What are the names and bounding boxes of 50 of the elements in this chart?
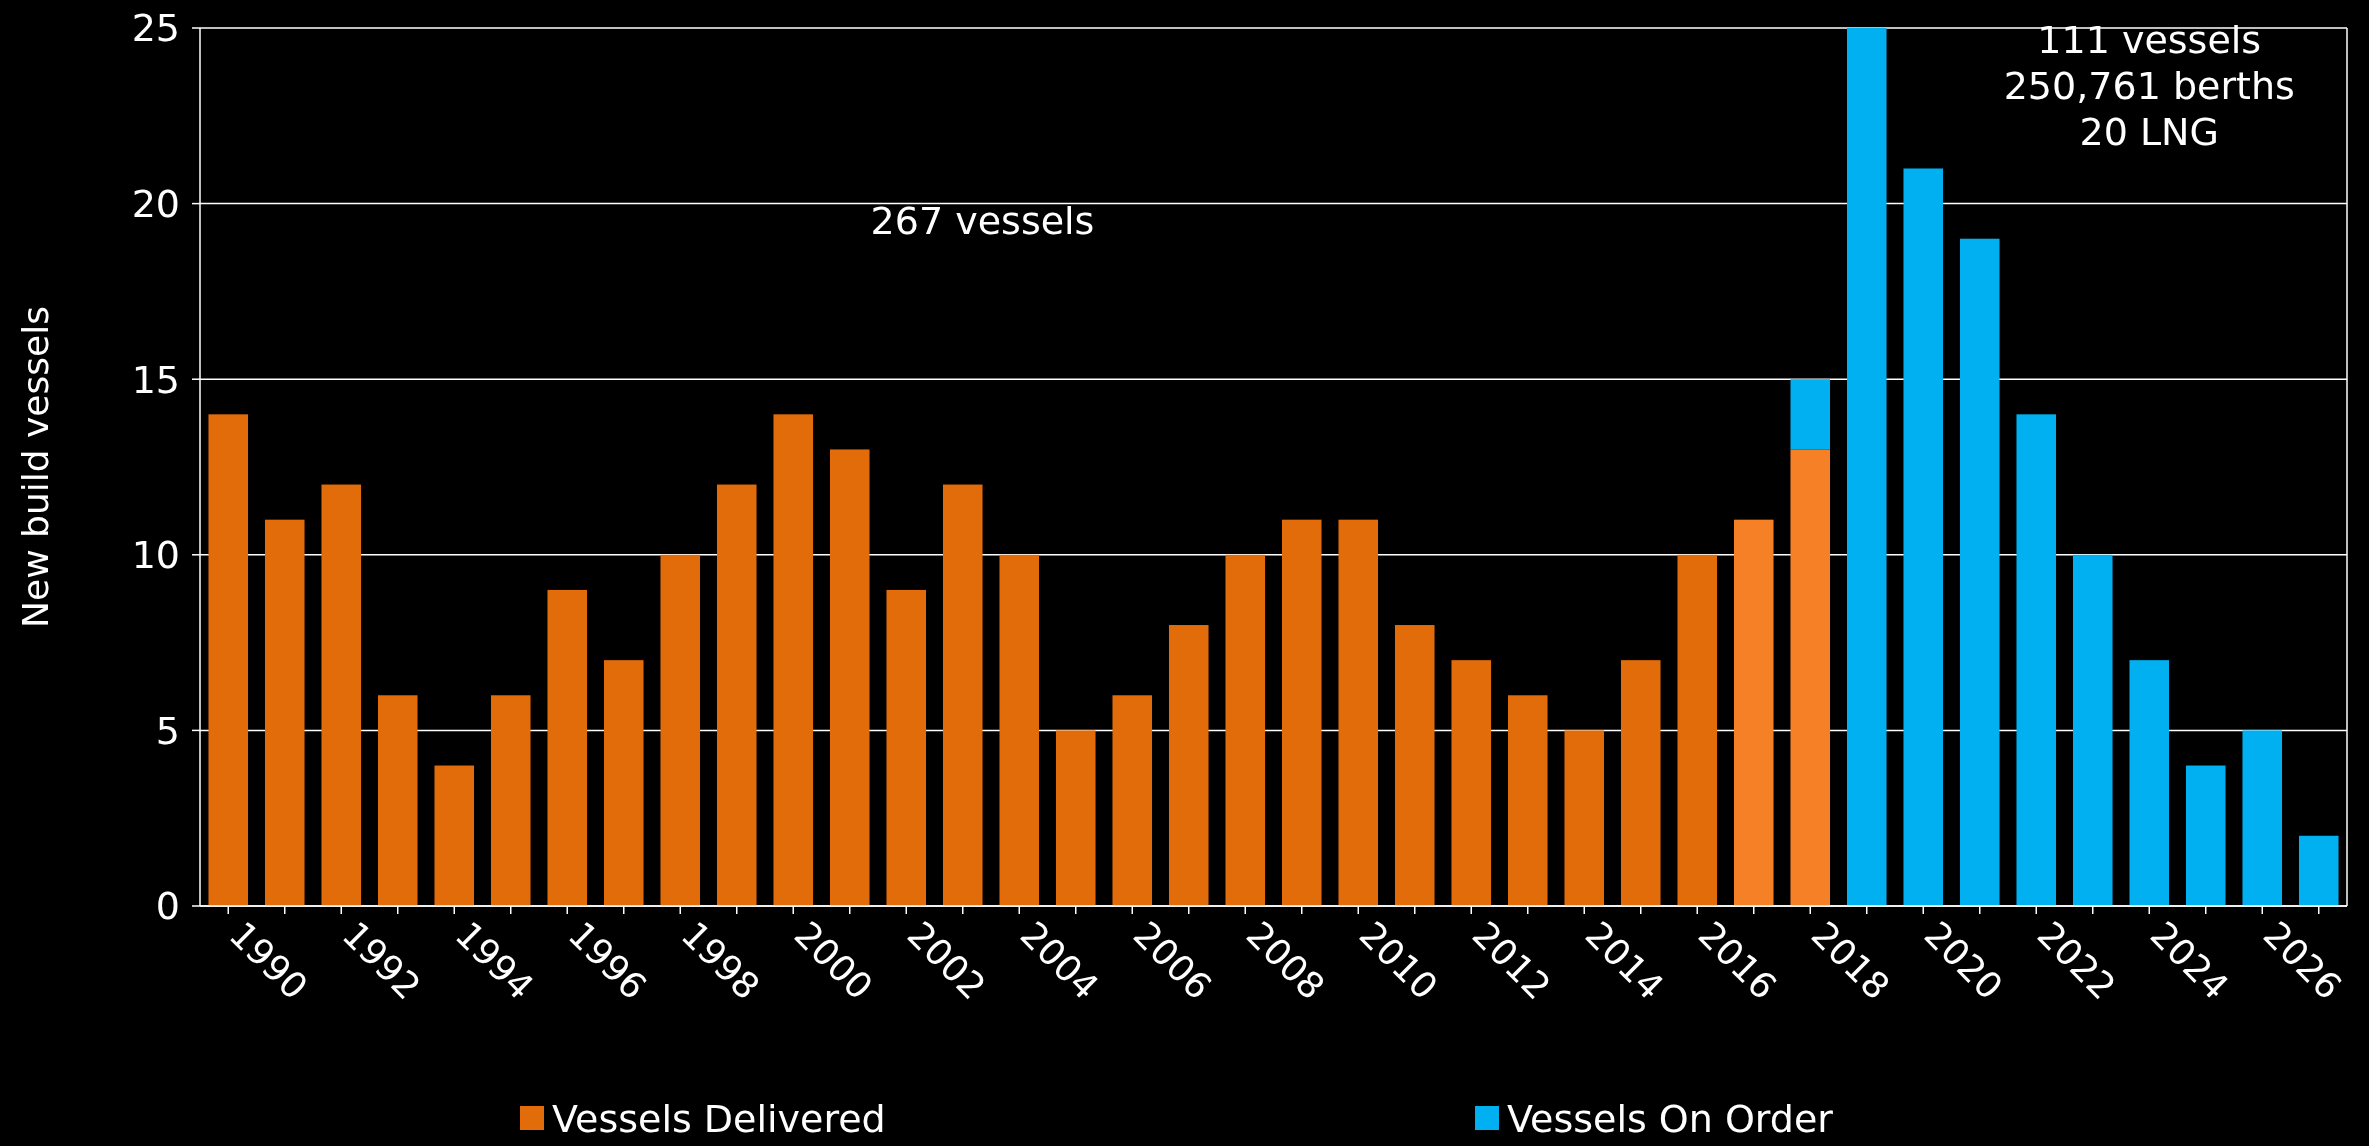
- bar: [547, 589, 588, 906]
- y-tick-label: 20: [131, 181, 180, 226]
- bar: [829, 449, 870, 906]
- bar: [2129, 660, 2170, 906]
- annotation: 111 vessels 250,761 berths 20 LNG: [2003, 18, 2295, 154]
- bar: [1903, 168, 1944, 906]
- bar: [1112, 695, 1153, 906]
- bar: [2242, 730, 2283, 906]
- bar: [264, 519, 305, 906]
- bar: [1451, 660, 1492, 906]
- bar: [716, 484, 757, 906]
- bar: [377, 695, 418, 906]
- bar: [1225, 554, 1266, 906]
- bar: [1677, 554, 1718, 906]
- bar: [2072, 554, 2113, 906]
- bar: [603, 660, 644, 906]
- bar: [2298, 835, 2339, 906]
- y-tick-label: 15: [131, 357, 180, 402]
- bar: [1733, 519, 1774, 906]
- legend-label: Vessels On Order: [1507, 1097, 1834, 1141]
- y-tick-label: 0: [155, 884, 180, 929]
- bar: [999, 554, 1040, 906]
- bar: [942, 484, 983, 906]
- legend-label: Vessels Delivered: [552, 1097, 886, 1141]
- bar: [321, 484, 362, 906]
- bar: [1281, 519, 1322, 906]
- bar: [208, 414, 249, 906]
- y-tick-label: 10: [131, 533, 180, 578]
- bar: [1338, 519, 1379, 906]
- bar: [660, 554, 701, 906]
- bar: [2016, 414, 2057, 906]
- bar: [1394, 625, 1435, 906]
- bar: [434, 765, 475, 906]
- bar: [886, 589, 927, 906]
- y-axis-title: New build vessels: [15, 306, 56, 628]
- annotation: 267 vessels: [870, 198, 1095, 243]
- bar: [1507, 695, 1548, 906]
- y-tick-label: 25: [131, 6, 180, 51]
- bar: [1790, 379, 1831, 450]
- bar: [490, 695, 531, 906]
- bar: [1564, 730, 1605, 906]
- y-tick-label: 5: [155, 708, 180, 753]
- bar: [1790, 449, 1831, 906]
- bar: [773, 414, 814, 906]
- bar: [1959, 238, 2000, 906]
- bar: [1846, 28, 1887, 906]
- bar: [2185, 765, 2226, 906]
- bar: [1620, 660, 1661, 906]
- bar: [1055, 730, 1096, 906]
- bar: [1168, 625, 1209, 906]
